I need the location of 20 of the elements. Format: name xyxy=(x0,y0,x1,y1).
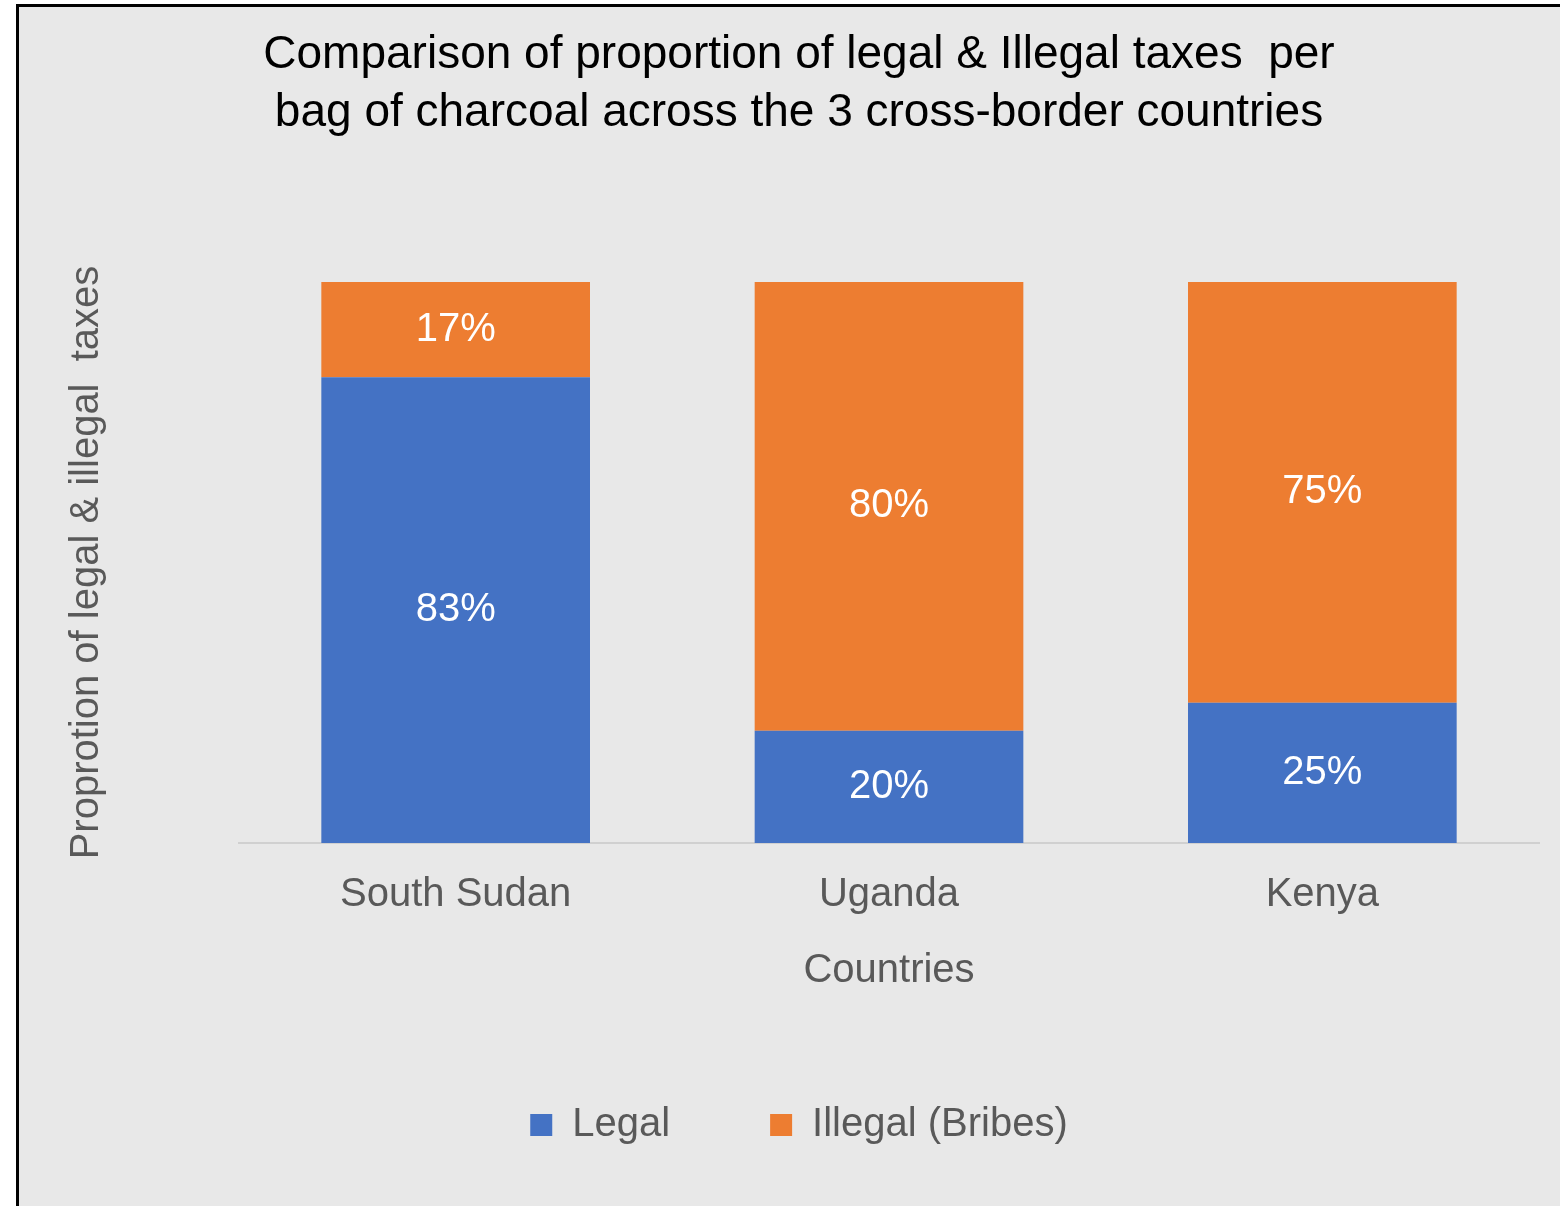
data-label: 17% xyxy=(415,304,496,349)
chart-title: Comparison of proportion of legal & Illegal taxes per bag of charcoal across the 3 cross-border countries xyxy=(263,26,1335,136)
x-tick-label: Uganda xyxy=(818,870,960,915)
bar xyxy=(321,377,590,843)
bar xyxy=(1188,282,1457,703)
bar xyxy=(754,282,1024,731)
x-axis-title: Countries xyxy=(803,946,975,991)
legend-label: Legal xyxy=(572,1100,671,1145)
bar xyxy=(754,730,1024,843)
x-tick-label: Kenya xyxy=(1265,870,1380,915)
y-axis-title: Proprotion of legal & illegal taxes xyxy=(62,265,107,860)
data-label: 83% xyxy=(415,585,496,630)
x-tick-label: South Sudan xyxy=(340,870,572,915)
data-label: 75% xyxy=(1282,467,1363,512)
legend-label: Illegal (Bribes) xyxy=(812,1100,1068,1145)
data-label: 20% xyxy=(848,761,930,806)
bar xyxy=(1188,702,1457,843)
bar xyxy=(321,282,590,378)
data-label: 25% xyxy=(1282,747,1363,792)
data-label: 80% xyxy=(848,481,930,526)
